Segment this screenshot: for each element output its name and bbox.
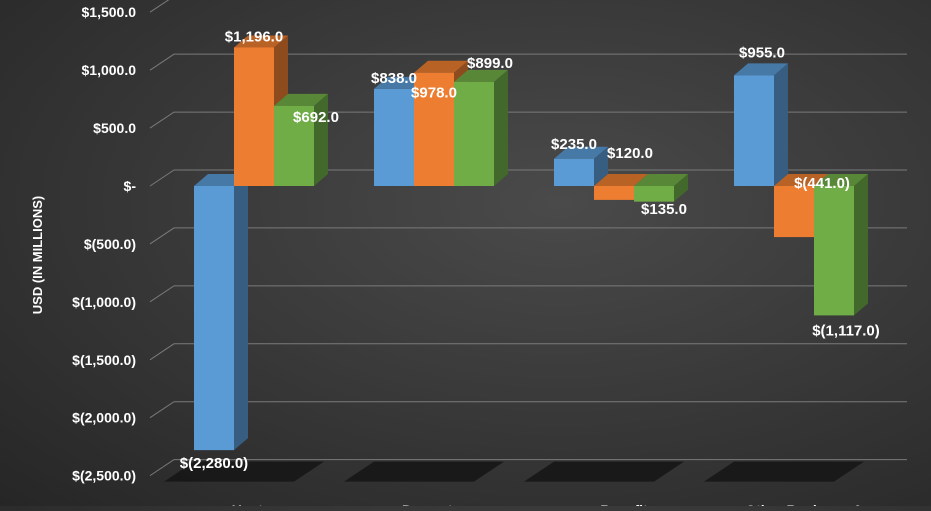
gridline — [149, 343, 907, 361]
data-label: $955.0 — [739, 44, 785, 61]
chart-floor — [164, 461, 864, 482]
bar-side — [234, 174, 248, 451]
bar-side — [494, 69, 508, 186]
data-label: $(441.0) — [794, 175, 850, 192]
gridline — [149, 111, 907, 129]
data-label: $120.0 — [607, 145, 653, 162]
bar-front — [414, 72, 454, 186]
bar-top — [454, 69, 508, 82]
bar-side — [314, 93, 328, 186]
bar-side — [774, 63, 788, 186]
gridlines — [149, 0, 907, 477]
bar — [554, 146, 608, 186]
bar-front — [194, 186, 234, 451]
data-label: $838.0 — [371, 70, 417, 87]
data-label: $(1,117.0) — [812, 322, 880, 339]
bar — [194, 174, 248, 451]
bar-front — [374, 88, 414, 186]
y-tick-label: $1,000.0 — [82, 62, 137, 78]
bar-top — [554, 146, 608, 159]
bar — [594, 174, 648, 200]
bar-front — [734, 75, 774, 186]
gridline — [149, 227, 907, 245]
data-label: $692.0 — [293, 109, 339, 126]
category-label: Other Business & — [745, 502, 862, 506]
bar-front — [774, 186, 814, 238]
bar-top — [414, 60, 468, 73]
bar — [274, 93, 328, 186]
bar-side — [854, 174, 868, 316]
bar-front — [814, 186, 854, 316]
bar-front — [634, 186, 674, 202]
floor-shadow — [164, 461, 324, 482]
bar — [734, 63, 788, 186]
category-label: Benefit — [600, 502, 648, 506]
data-label: $235.0 — [551, 136, 597, 153]
data-label: $978.0 — [411, 85, 457, 102]
bar-front — [454, 81, 494, 186]
gridline — [149, 0, 170, 13]
data-labels: $(2,280.0) $1,196.0 $692.0 $838.0$978.0 $899… — [180, 28, 880, 472]
y-tick-label: $(1,500.0) — [72, 352, 136, 368]
y-tick-label: $- — [124, 178, 137, 194]
gridline — [149, 285, 907, 303]
data-label: $135.0 — [641, 201, 687, 218]
y-tick-label: $(1,000.0) — [72, 294, 136, 310]
y-axis-title: USD (IN MILLIONS) — [30, 196, 45, 314]
y-tick-label: $(2,500.0) — [72, 468, 136, 484]
y-tick-label: $(2,000.0) — [72, 410, 136, 426]
data-label: $1,196.0 — [225, 28, 283, 45]
bar-top — [274, 93, 328, 106]
gridline — [149, 53, 907, 71]
bar — [634, 174, 688, 202]
bar-top — [734, 63, 788, 76]
category-label: Upstream — [232, 502, 297, 506]
bar-front — [234, 47, 274, 186]
x-axis-categories: Upstream Downstream Benefit Other Business … — [232, 502, 863, 511]
y-tick-label: $1,500.0 — [82, 4, 137, 20]
bar-front — [594, 186, 634, 200]
category-label: Downstream — [402, 502, 486, 506]
bars — [194, 35, 868, 451]
data-label: $(2,280.0) — [180, 455, 248, 472]
bar-top — [234, 35, 288, 48]
bar-side — [674, 174, 688, 202]
bar-top — [774, 174, 828, 186]
bar-front — [554, 158, 594, 186]
bar-side — [594, 146, 608, 186]
data-label: $899.0 — [467, 55, 513, 72]
bar-front — [274, 105, 314, 186]
gridline — [149, 169, 907, 187]
bar — [814, 174, 868, 316]
bar-top — [594, 174, 648, 186]
gridline — [149, 401, 907, 419]
y-tick-label: $(500.0) — [84, 236, 136, 252]
gridline — [149, 459, 907, 477]
bar — [454, 69, 508, 186]
bar-top — [634, 174, 688, 186]
y-tick-label: $500.0 — [93, 120, 136, 136]
y-axis: $1,500.0 $1,000.0 $500.0 $- $(500.0) $(1,000.… — [72, 4, 136, 483]
floor-shadow — [344, 461, 504, 482]
floor-shadow — [704, 461, 864, 482]
floor-shadow — [524, 461, 684, 482]
bar-top — [814, 174, 868, 186]
